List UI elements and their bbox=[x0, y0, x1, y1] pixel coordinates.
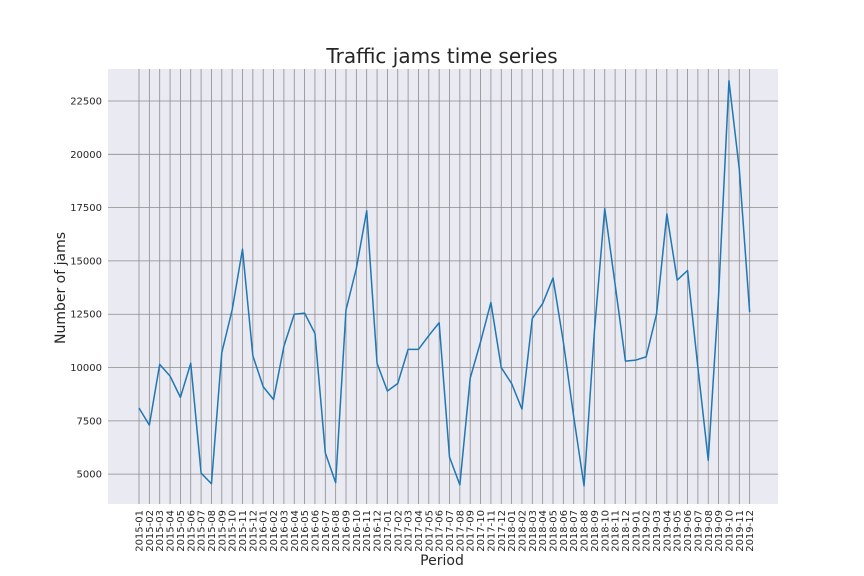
y-axis-label: Number of jams bbox=[53, 232, 69, 344]
x-tick-label: 2018-01 bbox=[507, 510, 518, 552]
x-tick-label: 2017-09 bbox=[466, 510, 477, 552]
x-tick-label: 2016-05 bbox=[300, 510, 311, 552]
y-tick-label: 20000 bbox=[70, 150, 102, 161]
chart-title: Traffic jams time series bbox=[325, 44, 557, 68]
x-tick-label: 2019-05 bbox=[673, 510, 684, 552]
x-tick-label: 2019-08 bbox=[704, 510, 715, 552]
y-tick-labels: 5000 7500 10000 12500 15000 17500 20000 22500 bbox=[70, 96, 102, 480]
x-tick-label: 2019-11 bbox=[735, 510, 746, 552]
x-tick-label: 2015-07 bbox=[197, 510, 208, 552]
y-tick-label: 12500 bbox=[70, 310, 102, 321]
x-axis-label: Period bbox=[420, 553, 464, 569]
x-tick-label: 2017-05 bbox=[424, 510, 435, 552]
y-tick-label: 22500 bbox=[70, 96, 102, 107]
x-tick-label: 2016-01 bbox=[259, 510, 270, 552]
x-tick-label: 2016-02 bbox=[269, 510, 280, 552]
x-tick-label: 2016-12 bbox=[373, 510, 384, 552]
x-tick-label: 2015-08 bbox=[207, 510, 218, 552]
x-tick-label: 2018-09 bbox=[590, 510, 601, 552]
x-tick-label: 2015-11 bbox=[238, 510, 249, 552]
x-tick-label: 2019-10 bbox=[724, 510, 735, 552]
x-tick-label: 2017-01 bbox=[383, 510, 394, 552]
series-line bbox=[138, 79, 751, 487]
x-tick-label: 2015-09 bbox=[217, 510, 228, 552]
x-tick-label: 2019-03 bbox=[652, 510, 663, 552]
x-tick-label: 2017-11 bbox=[486, 510, 497, 552]
x-tick-label: 2015-03 bbox=[155, 510, 166, 552]
x-tick-label: 2016-06 bbox=[310, 510, 321, 552]
x-tick-label: 2017-07 bbox=[445, 510, 456, 552]
x-tick-label: 2019-04 bbox=[662, 510, 673, 552]
x-tick-label: 2016-08 bbox=[331, 510, 342, 552]
x-tick-label: 2019-02 bbox=[642, 510, 653, 552]
x-tick-label: 2016-04 bbox=[290, 510, 301, 552]
x-tick-label: 2018-11 bbox=[611, 510, 622, 552]
x-tick-label: 2016-09 bbox=[342, 510, 353, 552]
x-tick-label: 2018-06 bbox=[559, 510, 570, 552]
x-tick-label: 2017-03 bbox=[404, 510, 415, 552]
y-tick-label: 5000 bbox=[77, 470, 102, 481]
x-tick-label: 2016-10 bbox=[352, 510, 363, 552]
x-tick-label: 2018-12 bbox=[621, 510, 632, 552]
x-tick-label: 2019-06 bbox=[683, 510, 694, 552]
x-tick-label: 2015-04 bbox=[166, 510, 177, 552]
x-tick-label: 2018-10 bbox=[600, 510, 611, 552]
x-tick-label: 2019-01 bbox=[631, 510, 642, 552]
grid-lines bbox=[108, 69, 778, 504]
y-tick-label: 15000 bbox=[70, 256, 102, 267]
x-tick-label: 2015-10 bbox=[228, 510, 239, 552]
x-tick-label: 2015-12 bbox=[248, 510, 259, 552]
x-tick-label: 2016-07 bbox=[321, 510, 332, 552]
x-tick-label: 2019-09 bbox=[714, 510, 725, 552]
x-tick-label: 2019-07 bbox=[693, 510, 704, 552]
x-tick-label: 2015-06 bbox=[186, 510, 197, 552]
x-tick-label: 2018-07 bbox=[569, 510, 580, 552]
x-tick-label: 2015-02 bbox=[145, 510, 156, 552]
x-tick-label: 2017-04 bbox=[414, 510, 425, 552]
x-tick-label: 2018-05 bbox=[549, 510, 560, 552]
x-tick-label: 2017-08 bbox=[455, 510, 466, 552]
series-layer bbox=[138, 79, 751, 487]
x-tick-label: 2016-03 bbox=[279, 510, 290, 552]
y-tick-label: 10000 bbox=[70, 363, 102, 374]
y-tick-label: 7500 bbox=[77, 416, 102, 427]
x-tick-label: 2018-03 bbox=[528, 510, 539, 552]
y-tick-label: 17500 bbox=[70, 203, 102, 214]
x-tick-label: 2017-10 bbox=[476, 510, 487, 552]
x-tick-label: 2018-08 bbox=[580, 510, 591, 552]
x-tick-label: 2015-05 bbox=[176, 510, 187, 552]
x-tick-label: 2016-11 bbox=[362, 510, 373, 552]
x-tick-label: 2015-01 bbox=[135, 510, 146, 552]
x-tick-label: 2019-12 bbox=[745, 510, 756, 552]
x-tick-label: 2017-06 bbox=[435, 510, 446, 552]
x-tick-label: 2017-02 bbox=[393, 510, 404, 552]
x-tick-label: 2017-12 bbox=[497, 510, 508, 552]
x-tick-label: 2018-02 bbox=[517, 510, 528, 552]
plot-background bbox=[108, 69, 778, 504]
x-tick-labels: 2015-01 2015-02 2015-03 2015-04 2015-05 2015-… bbox=[135, 510, 757, 552]
x-tick-label: 2018-04 bbox=[538, 510, 549, 552]
